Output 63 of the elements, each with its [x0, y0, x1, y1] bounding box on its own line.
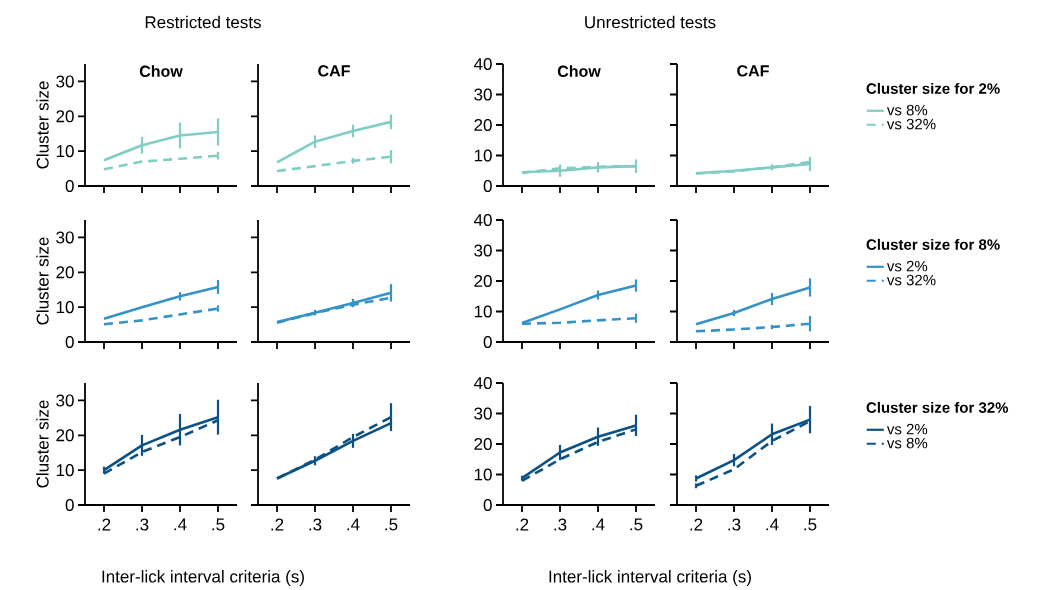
y-tick-label: 0	[65, 335, 74, 349]
y-axis-title: Cluster size	[36, 237, 49, 325]
legend-label: vs 2%	[886, 260, 928, 272]
legend-title: Cluster size for 8%	[866, 238, 1000, 250]
x-tick-label: .4	[766, 518, 779, 531]
legend-title: Cluster size for 2%	[866, 82, 1000, 94]
x-tick-label: .5	[630, 518, 643, 531]
y-tick-label: 10	[474, 149, 492, 162]
x-tick-label: .2	[690, 518, 703, 531]
y-tick-label: 30	[56, 75, 74, 88]
y-tick-label: 20	[474, 118, 492, 132]
chart-subtitle: Unrestricted tests	[585, 15, 716, 29]
chart-title: Chow	[557, 65, 601, 77]
y-tick-label: 20	[474, 274, 492, 288]
chart-subtitle: Restricted tests	[145, 15, 261, 29]
y-tick-label: 10	[56, 301, 74, 314]
y-tick-label: 30	[56, 394, 74, 407]
legend-label: vs 8%	[886, 104, 928, 116]
y-tick-label: 20	[56, 429, 74, 442]
x-tick-label: .4	[347, 518, 360, 531]
x-tick-label: .2	[98, 518, 111, 531]
x-tick-label: .5	[385, 518, 398, 531]
y-tick-label: 20	[474, 437, 492, 451]
y-axis-title: Cluster size	[36, 81, 49, 169]
x-tick-label: .3	[309, 518, 322, 531]
x-axis-title: Inter-lick interval criteria (s)	[102, 570, 304, 586]
y-axis-title: Cluster size	[36, 400, 49, 488]
y-tick-label: 10	[474, 468, 492, 481]
y-tick-label: 0	[65, 498, 74, 512]
x-tick-label: .5	[804, 518, 817, 531]
y-tick-label: 0	[483, 498, 492, 512]
chart-title: CAF	[318, 65, 350, 77]
legend-label: vs 8%	[886, 437, 928, 449]
y-tick-label: 30	[474, 88, 492, 101]
legend-title: Cluster size for 32%	[866, 401, 1009, 413]
y-tick-label: 20	[56, 110, 74, 123]
x-tick-label: .4	[592, 518, 605, 531]
x-tick-label: .5	[212, 518, 225, 531]
legend-label: vs 32%	[886, 118, 936, 130]
y-tick-label: 10	[474, 305, 492, 318]
legend-label: vs 2%	[886, 423, 928, 435]
y-tick-label: 20	[56, 266, 74, 279]
y-tick-label: 0	[65, 179, 74, 193]
y-tick-label: 30	[474, 244, 492, 257]
y-tick-label: 0	[483, 179, 492, 193]
x-tick-label: .3	[136, 518, 149, 531]
x-tick-label: .3	[554, 518, 567, 531]
x-axis-title: Inter-lick interval criteria (s)	[549, 570, 751, 586]
y-tick-label: 30	[474, 407, 492, 420]
y-tick-label: 40	[473, 57, 492, 71]
y-tick-label: 10	[56, 464, 74, 477]
y-tick-label: 40	[473, 213, 492, 227]
chart-title: Chow	[139, 65, 183, 77]
x-tick-label: .2	[516, 518, 529, 531]
legend-label: vs 32%	[886, 274, 936, 286]
y-tick-label: 40	[473, 376, 492, 390]
y-tick-label: 0	[483, 335, 492, 349]
x-tick-label: .4	[174, 518, 187, 531]
x-tick-label: .3	[728, 518, 741, 531]
x-tick-label: .2	[271, 518, 284, 531]
y-tick-label: 10	[56, 145, 74, 158]
y-tick-label: 30	[56, 231, 74, 244]
chart-title: CAF	[737, 65, 769, 77]
